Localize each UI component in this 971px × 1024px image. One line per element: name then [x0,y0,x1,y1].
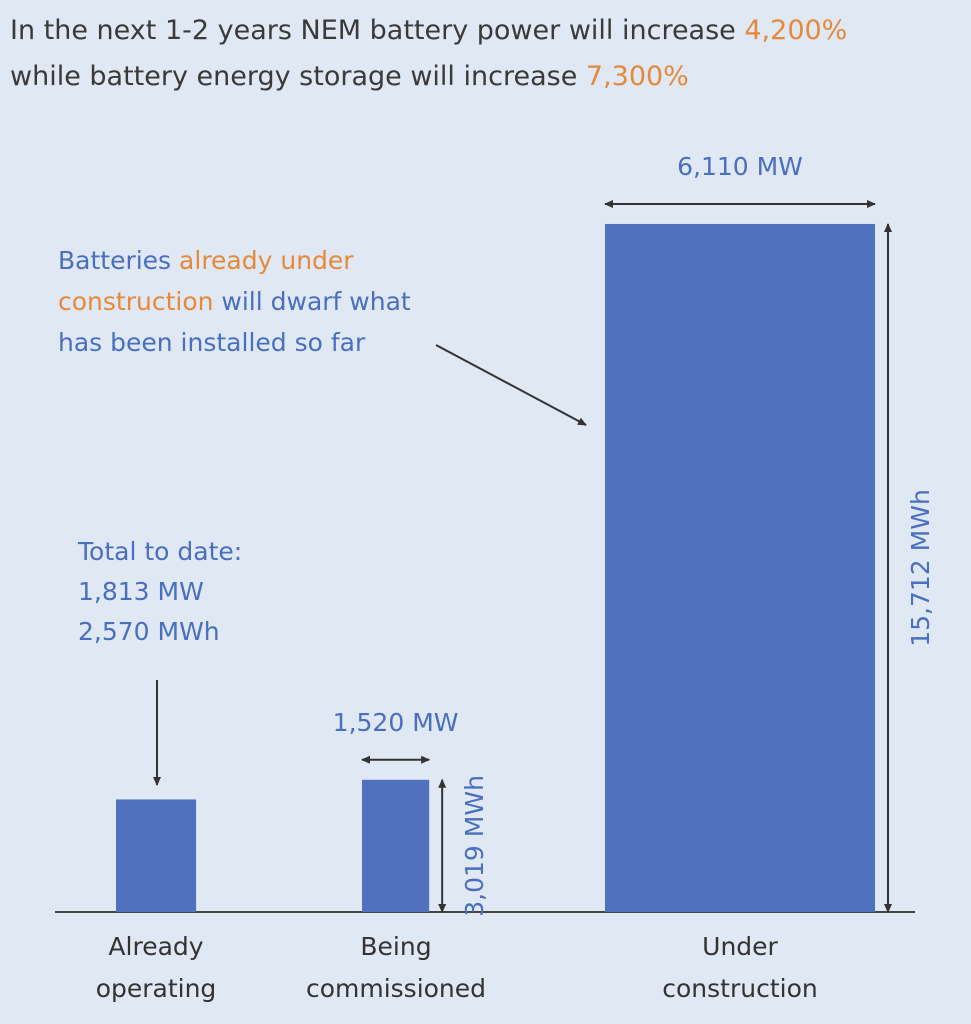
value-label: 3,019 MWh [460,775,489,917]
bar [116,799,197,912]
value-label: 15,712 MWh [906,489,935,647]
title-text: while battery energy storage will increa… [10,61,586,92]
category-label: Already operating [95,932,217,1003]
category-label: Under construction [662,932,818,1003]
title-highlight: 7,300% [585,61,689,92]
bar [362,779,430,912]
title-text: In the next 1-2 years NEM battery power … [10,15,745,46]
category-label: Being commissioned [305,932,487,1003]
width-label: 1,520 MW [333,708,459,737]
callout-text: Batteries [58,246,180,275]
width-label: 6,110 MW [677,152,803,181]
callout: Batteries already under construction wil… [58,240,458,363]
title-highlight: 4,200% [744,15,848,46]
callout-text: will dwarf what has been installed so fa… [58,287,411,357]
callout-arrow [435,344,587,426]
width-label: 1,813 MW [78,577,204,606]
value-label: 2,570 MWh [78,617,220,646]
callout-highlight: already under construction [58,246,354,316]
annotation: Total to date: [77,537,242,566]
chart-title: In the next 1-2 years NEM battery power … [10,8,960,100]
bar [605,223,876,912]
